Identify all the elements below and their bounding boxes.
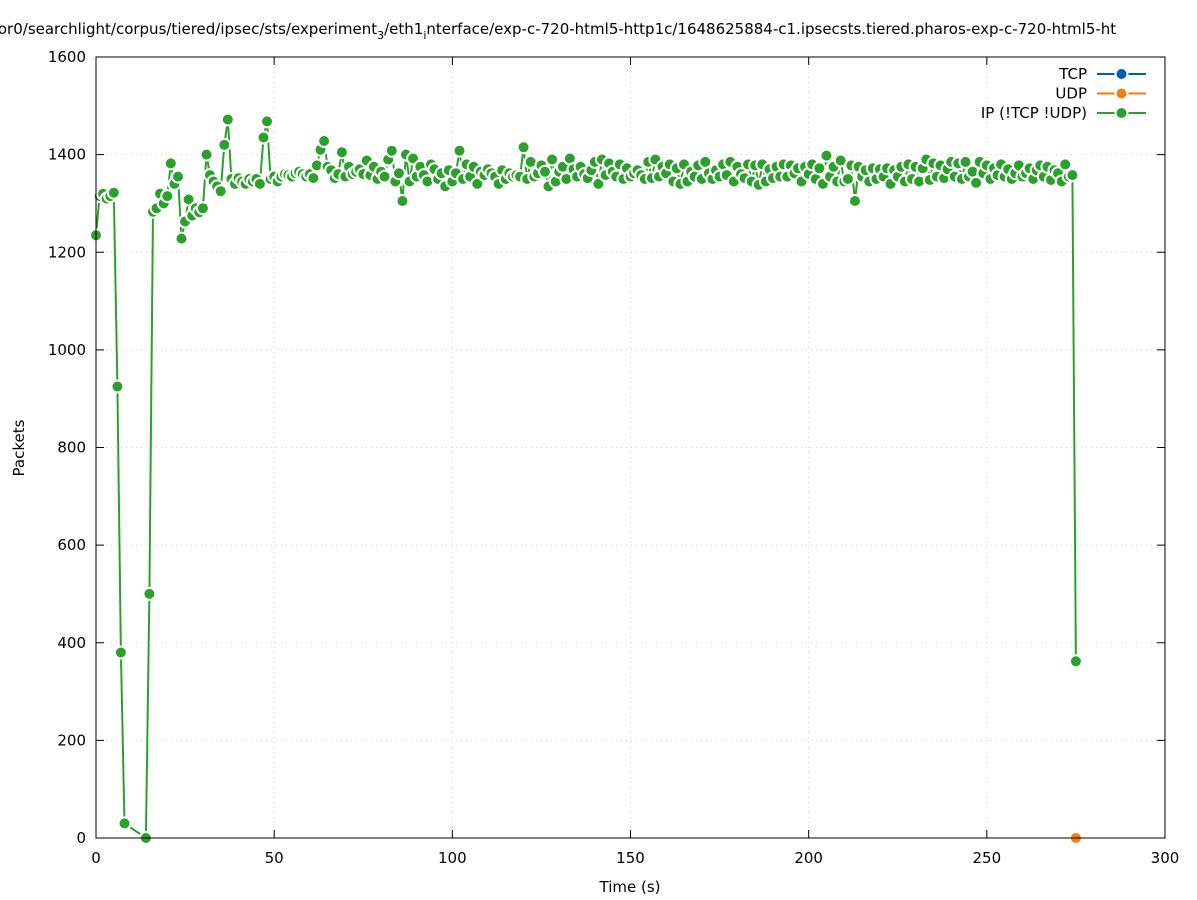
data-point <box>160 189 175 204</box>
data-point <box>142 586 157 601</box>
data-point <box>1068 654 1083 669</box>
data-point <box>317 134 332 148</box>
x-tick-label: 0 <box>91 849 101 867</box>
y-tick-label: 800 <box>57 439 86 457</box>
data-point <box>220 112 235 127</box>
x-tick-label: 150 <box>616 849 645 867</box>
data-point <box>840 172 855 186</box>
data-point <box>199 147 214 162</box>
y-tick-label: 600 <box>57 536 86 554</box>
chart-title-part: /eth1 <box>384 20 423 38</box>
data-point <box>106 185 121 200</box>
x-tick-label: 100 <box>438 849 467 867</box>
data-point <box>698 154 713 169</box>
y-tick-label: 1200 <box>48 243 86 261</box>
legend-marker <box>1114 86 1129 101</box>
data-point <box>848 194 862 208</box>
y-tick-label: 200 <box>57 731 86 749</box>
data-point <box>958 154 973 169</box>
data-point <box>117 816 132 831</box>
data-point <box>516 140 531 155</box>
y-tick-label: 1000 <box>48 341 86 359</box>
chart-title-part: nterface/exp-c-720-html5-http1c/16486258… <box>426 20 1116 38</box>
x-tick-label: 50 <box>265 849 284 867</box>
data-point <box>591 176 606 191</box>
x-tick-label: 200 <box>794 849 823 867</box>
chart-title: tor0/searchlight/corpus/tiered/ipsec/sts… <box>0 20 1116 42</box>
legend-label: IP (!TCP !UDP) <box>981 104 1087 122</box>
data-point <box>334 145 349 160</box>
axes: 0 50 100 150 200 250 300 0 200 400 600 800 1000 1200 1… <box>48 48 1180 867</box>
data-point <box>452 143 467 158</box>
data-point <box>110 379 125 394</box>
x-tick-label: 250 <box>973 849 1002 867</box>
data-point <box>470 176 485 191</box>
legend-label: UDP <box>1055 85 1087 103</box>
chart-title-subscript: i <box>423 29 426 42</box>
data-point <box>384 143 399 158</box>
data-point <box>217 137 232 152</box>
data-point <box>171 169 185 184</box>
data-point <box>163 156 178 171</box>
data-point <box>1058 157 1073 172</box>
series-layer <box>89 112 1083 845</box>
x-axis-label: Time (s) <box>599 878 661 896</box>
legend-marker <box>1114 67 1129 81</box>
data-point <box>1065 168 1080 183</box>
data-point <box>181 192 196 207</box>
data-point <box>213 184 228 199</box>
data-point <box>538 164 552 179</box>
grid <box>96 57 1165 838</box>
data-point <box>812 161 827 176</box>
data-point <box>260 114 274 129</box>
data-point <box>969 175 984 190</box>
x-tick-label: 300 <box>1151 849 1180 867</box>
y-axis-label: Packets <box>10 419 28 476</box>
y-tick-label: 1400 <box>48 146 86 164</box>
chart-title-subscript: 3 <box>377 29 384 42</box>
data-point <box>195 201 210 216</box>
y-tick-label: 0 <box>76 829 86 847</box>
legend-label: TCP <box>1058 65 1087 83</box>
data-point <box>306 171 321 186</box>
legend-marker <box>1114 106 1129 120</box>
data-point <box>174 231 189 246</box>
data-point <box>545 152 560 167</box>
data-point <box>256 130 271 145</box>
chart-title-part: tor0/searchlight/corpus/tiered/ipsec/sts… <box>0 20 377 38</box>
data-point <box>819 148 834 163</box>
y-tick-label: 400 <box>57 634 86 652</box>
data-point <box>395 194 410 208</box>
y-tick-label: 1600 <box>48 48 86 66</box>
data-point <box>113 645 128 660</box>
data-point <box>391 166 406 181</box>
